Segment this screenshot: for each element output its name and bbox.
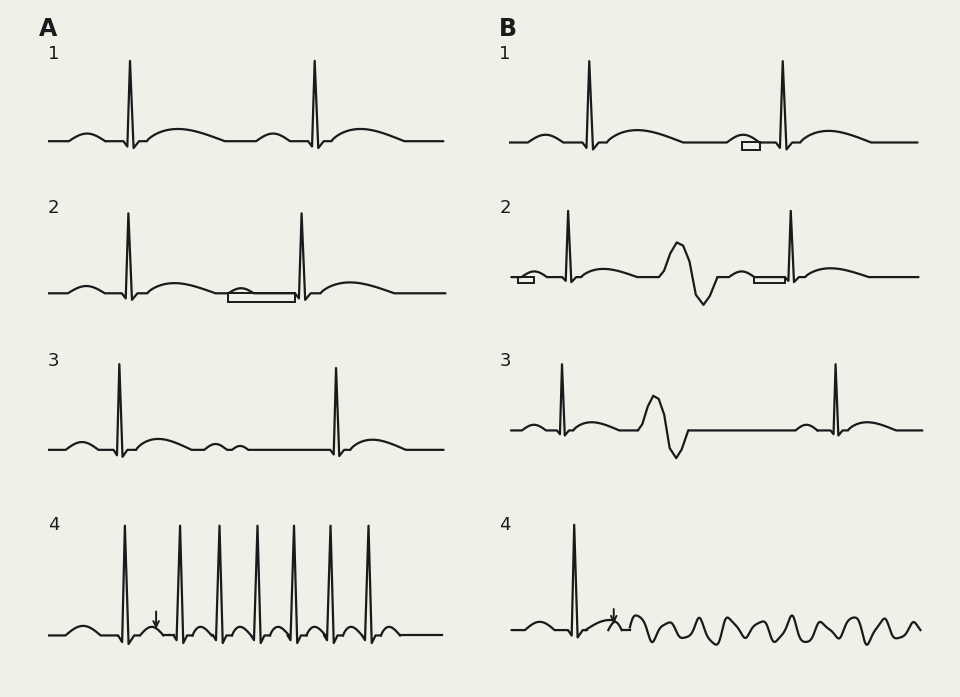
Bar (228, 293, 295, 302)
Text: 1: 1 (48, 45, 60, 63)
Text: 2: 2 (499, 199, 511, 217)
Text: 2: 2 (48, 199, 60, 217)
Bar (755, 277, 785, 284)
Text: 4: 4 (499, 516, 511, 534)
Text: 4: 4 (48, 516, 60, 534)
Text: 1: 1 (499, 45, 511, 63)
Text: B: B (499, 17, 517, 41)
Text: 3: 3 (48, 352, 60, 370)
Bar (517, 277, 535, 284)
Text: A: A (38, 17, 57, 41)
Text: 3: 3 (499, 352, 511, 370)
Bar (742, 142, 759, 151)
